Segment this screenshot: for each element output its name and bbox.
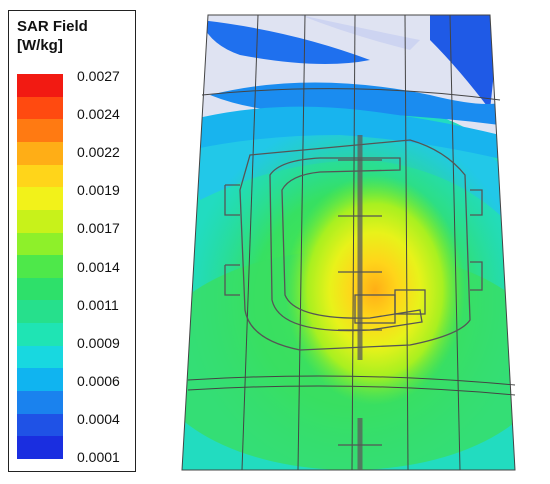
sar-legend: SAR Field [W/kg] 0.0027 0.0024 0.0022 0.001… xyxy=(8,10,136,472)
legend-tick-label: 0.0019 xyxy=(77,182,120,199)
legend-swatch xyxy=(17,187,63,211)
coil-outer-frame xyxy=(239,139,471,351)
field-blue-band-2 xyxy=(430,15,500,110)
feed-port-pad xyxy=(394,289,426,315)
legend-tick-label: 0.0027 xyxy=(77,68,120,84)
coil-tab-right-1 xyxy=(470,189,483,216)
legend-tick-label: 0.0011 xyxy=(77,296,119,313)
legend-swatch xyxy=(17,74,63,98)
legend-tick-label: 0.0001 xyxy=(77,449,120,465)
field-hotspot xyxy=(285,175,465,405)
legend-swatch xyxy=(17,345,63,369)
field-blue-band-1 xyxy=(200,20,370,64)
legend-swatch xyxy=(17,255,63,279)
legend-tick-label: 0.0004 xyxy=(77,410,120,427)
legend-tick-label: 0.0014 xyxy=(77,258,120,275)
legend-swatch xyxy=(17,164,63,188)
phantom-outline xyxy=(181,14,516,471)
legend-tick-label: 0.0024 xyxy=(77,106,120,123)
legend-swatch xyxy=(17,232,63,256)
legend-color-scale: 0.0027 0.0024 0.0022 0.0019 0.0017 0.0014 0.00… xyxy=(17,68,120,465)
legend-swatch xyxy=(17,209,63,234)
field-light-patch xyxy=(300,15,420,50)
field-blue-band-3 xyxy=(210,82,510,125)
legend-swatch xyxy=(17,96,63,120)
coil-structure xyxy=(224,135,483,470)
legend-swatch xyxy=(17,141,63,166)
legend-tick-label: 0.0022 xyxy=(77,144,120,161)
coil-tab-left-2 xyxy=(224,264,240,296)
coil-loop xyxy=(269,157,423,332)
legend-swatch xyxy=(17,413,63,437)
coil-tab-left-1 xyxy=(224,184,240,216)
coil-tab-right-2 xyxy=(470,261,483,291)
legend-swatch xyxy=(17,368,63,392)
legend-swatch xyxy=(17,436,63,460)
legend-swatch xyxy=(17,300,63,324)
sar-field-plot xyxy=(181,14,516,471)
legend-title-unit: [W/kg] xyxy=(17,37,63,54)
legend-swatch xyxy=(17,323,63,347)
legend-swatch xyxy=(17,119,63,143)
legend-title-quantity: SAR Field xyxy=(17,18,88,35)
legend-tick-label: 0.0017 xyxy=(77,220,120,237)
legend-tick-label: 0.0009 xyxy=(77,334,120,351)
phantom-mesh xyxy=(181,14,516,471)
legend-swatch xyxy=(17,391,63,415)
field-blue-band-4 xyxy=(190,106,505,160)
legend-title: SAR Field [W/kg] xyxy=(17,17,88,55)
legend-swatch xyxy=(17,277,63,301)
legend-tick-label: 0.0006 xyxy=(77,372,120,389)
